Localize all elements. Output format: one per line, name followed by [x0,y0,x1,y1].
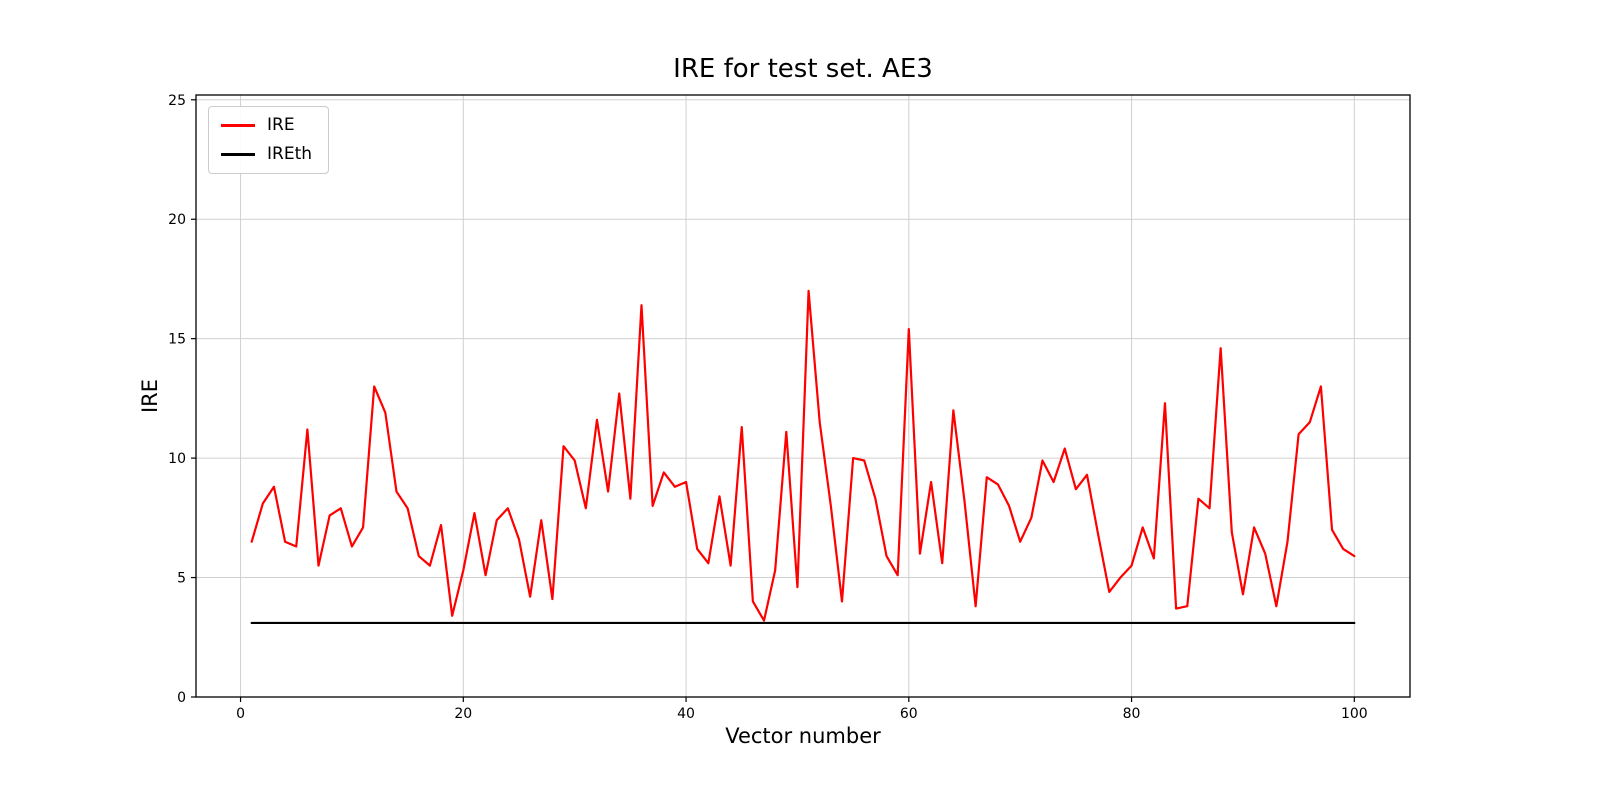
y-tick-label: 0 [177,690,186,706]
y-tick-label: 15 [168,332,186,348]
legend-label-ireth: IREth [267,144,313,164]
y-tick-label: 5 [177,571,186,587]
y-tick-label: 20 [168,212,186,228]
series-line-ire [250,289,1356,622]
x-axis-label: Vector number [725,724,881,748]
x-tick-label: 20 [454,706,472,722]
y-tick-label: 25 [168,93,186,109]
y-tick-label: 10 [168,451,186,467]
x-tick-label: 100 [1341,706,1368,722]
x-tick-label: 60 [900,706,918,722]
legend-line-sample-ireth [221,153,255,156]
y-axis-label: IRE [138,378,162,414]
x-tick-label: 80 [1123,706,1141,722]
legend-label-ire: IRE [267,115,295,135]
legend-item-ireth: IREth [221,146,312,163]
legend: IRE IREth [208,106,330,174]
x-tick-label: 0 [236,706,245,722]
legend-item-ire: IRE [221,117,312,134]
legend-line-sample-ire [221,124,255,127]
x-tick-label: 40 [677,706,695,722]
plot-border [195,94,1411,698]
chart-title: IRE for test set. AE3 [673,54,933,84]
